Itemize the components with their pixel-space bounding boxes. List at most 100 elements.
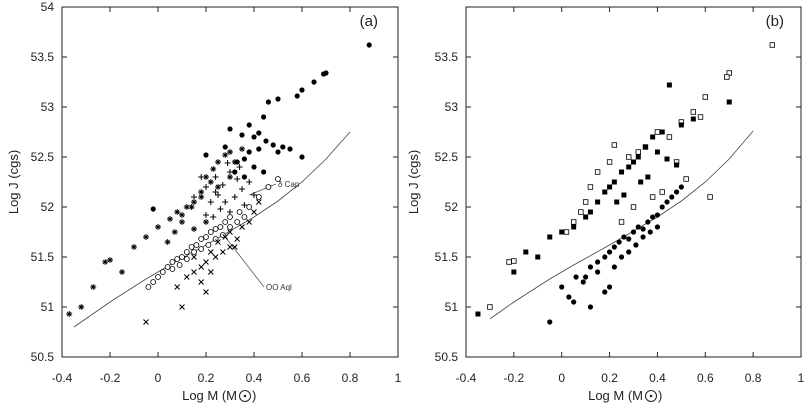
panel-b-point-filled-square xyxy=(475,311,481,317)
panel-b-point-filled-circle xyxy=(659,204,665,210)
panel-b-point-filled-circle xyxy=(650,214,656,220)
panel-a-point-open-circle xyxy=(188,244,195,250)
panel-a-point-plus xyxy=(246,179,253,185)
panel-a-point-star xyxy=(66,311,73,317)
panel-b-point-open-square xyxy=(635,149,641,155)
panel-a-point-filled-circle xyxy=(241,174,247,180)
panel-a-ytick-label: 51 xyxy=(41,300,55,314)
panel-b-xtick-label: 0.8 xyxy=(745,371,762,385)
panel-b-label: (b) xyxy=(766,13,784,30)
panel-b-point-open-square xyxy=(630,204,637,210)
panel-a-series-filled-circle xyxy=(150,42,372,212)
panel-a-point-filled-circle xyxy=(366,42,372,48)
panel-a-point-open-circle xyxy=(227,214,233,220)
panel-a-point-filled-circle xyxy=(251,134,257,140)
panel-a-point-cross xyxy=(207,249,214,255)
panel-b-point-open-square xyxy=(578,209,584,215)
panel-a-point-filled-circle xyxy=(263,138,269,144)
panel-a-point-star xyxy=(191,226,197,232)
panel-a-point-filled-circle xyxy=(227,126,233,132)
panel-a-point-open-circle xyxy=(159,269,166,275)
panel-b-point-filled-circle xyxy=(633,242,639,248)
panel-a-point-filled-circle xyxy=(239,132,245,138)
panel-b-xtick-label: 0 xyxy=(558,371,565,385)
panel-b-xtick-label: 0.2 xyxy=(601,371,618,385)
panel-a-point-open-circle xyxy=(176,262,183,268)
panel-a-point-star xyxy=(171,229,178,235)
panel-b-point-filled-square xyxy=(611,179,617,185)
panel-a-point-open-circle xyxy=(174,256,181,262)
panel-b-point-open-square xyxy=(690,109,697,115)
panel-b-point-filled-square xyxy=(690,116,696,122)
panel-b-point-open-square xyxy=(666,134,673,140)
panel-a-point-filled-circle xyxy=(280,144,286,150)
solar-symbol-icon xyxy=(239,390,251,402)
panel-b-point-filled-circle xyxy=(573,274,579,280)
panel-b-point-filled-square xyxy=(631,159,636,165)
panel-b-point-filled-circle xyxy=(654,212,661,218)
panel-b-point-filled-square xyxy=(614,199,620,205)
panel-a-ytick-label: 54 xyxy=(41,0,55,14)
panel-b-point-filled-circle xyxy=(645,219,651,225)
panel-a-point-open-circle xyxy=(275,176,281,182)
panel-a-point-open-circle xyxy=(169,259,176,265)
panel-b-point-filled-circle xyxy=(640,234,646,240)
panel-b-point-filled-circle xyxy=(673,189,680,195)
panel-a-annotation-0: δ Cap xyxy=(278,180,300,189)
panel-b-point-filled-circle xyxy=(647,229,653,235)
panel-b-ytick-label: 53 xyxy=(445,100,459,114)
panel-a-point-open-circle xyxy=(198,236,205,242)
panel-a-point-plus xyxy=(239,186,245,192)
panel-a-point-star xyxy=(203,219,209,225)
panel-b-point-open-square xyxy=(659,189,665,195)
panel-b-ylabel: Log J (cgs) xyxy=(406,150,421,214)
panel-a-point-plus xyxy=(234,176,241,182)
panel-a-series-plus xyxy=(191,160,257,220)
panel-a-xtick-label: -0.4 xyxy=(52,371,73,385)
panel-a-point-filled-circle xyxy=(265,99,271,105)
panel-a-point-filled-circle xyxy=(321,71,327,77)
panel-a-point-open-circle xyxy=(193,242,200,248)
panel-a-xtick-label: -0.2 xyxy=(100,371,121,385)
panel-a-point-open-circle xyxy=(145,284,152,290)
panel-b-point-filled-circle xyxy=(618,254,625,260)
panel-a-point-star xyxy=(231,159,238,165)
panel-a-point-open-circle xyxy=(155,274,161,280)
panel-b-point-filled-square xyxy=(535,254,541,260)
panel-a-point-cross xyxy=(174,284,181,290)
panel-b-point-open-square xyxy=(626,154,632,160)
panel-b-point-filled-square xyxy=(602,189,608,195)
panel-b-xtick-label: -0.2 xyxy=(504,371,525,385)
panel-a-point-cross xyxy=(222,234,229,240)
panel-b-point-filled-circle xyxy=(606,284,613,290)
panel-a-point-open-circle xyxy=(169,266,176,272)
panel-a-point-filled-circle xyxy=(256,130,262,136)
panel-a-point-cross xyxy=(219,249,226,255)
panel-a-point-open-circle xyxy=(227,224,233,230)
panel-a-point-plus xyxy=(224,160,231,166)
panel-a-point-cross xyxy=(227,244,233,250)
panel-a-annotation-leader xyxy=(249,183,277,196)
panel-b-ticks: -0.4 -0.2 0 0.2 0.4 0.6 0.8 1 50.5 51 51.5 52 52.5 53… xyxy=(435,7,805,385)
panel-b-series-open-square xyxy=(487,42,775,310)
panel-a-point-cross xyxy=(203,259,209,265)
panel-a-point-open-circle xyxy=(255,194,262,200)
panel-a-point-star xyxy=(239,146,245,152)
panel-b-xlabel: Log M (M ) xyxy=(588,388,662,403)
panel-b-point-open-square xyxy=(611,142,618,148)
panel-a-point-open-circle xyxy=(222,219,229,225)
panel-b-point-filled-circle xyxy=(640,226,646,232)
panel-a-point-open-circle xyxy=(212,226,219,232)
panel-a-point-plus xyxy=(241,202,248,208)
panel-b-chart: -0.4 -0.2 0 0.2 0.4 0.6 0.8 1 50.5 51 51.5 52 52.5 53… xyxy=(406,6,805,403)
panel-a-xtick-label: 0.6 xyxy=(294,371,311,385)
panel-a-ylabel: Log J (cgs) xyxy=(6,150,21,214)
panel-b-point-filled-circle xyxy=(611,264,617,270)
panel-b-point-filled-circle xyxy=(571,299,577,305)
panel-b-point-filled-circle xyxy=(616,239,622,245)
panel-b-point-open-square xyxy=(683,176,689,182)
panel-b-point-filled-square xyxy=(645,174,651,180)
panel-a-points xyxy=(66,42,372,325)
panel-a-label: (a) xyxy=(360,13,378,30)
panel-a-point-filled-circle xyxy=(232,169,238,175)
